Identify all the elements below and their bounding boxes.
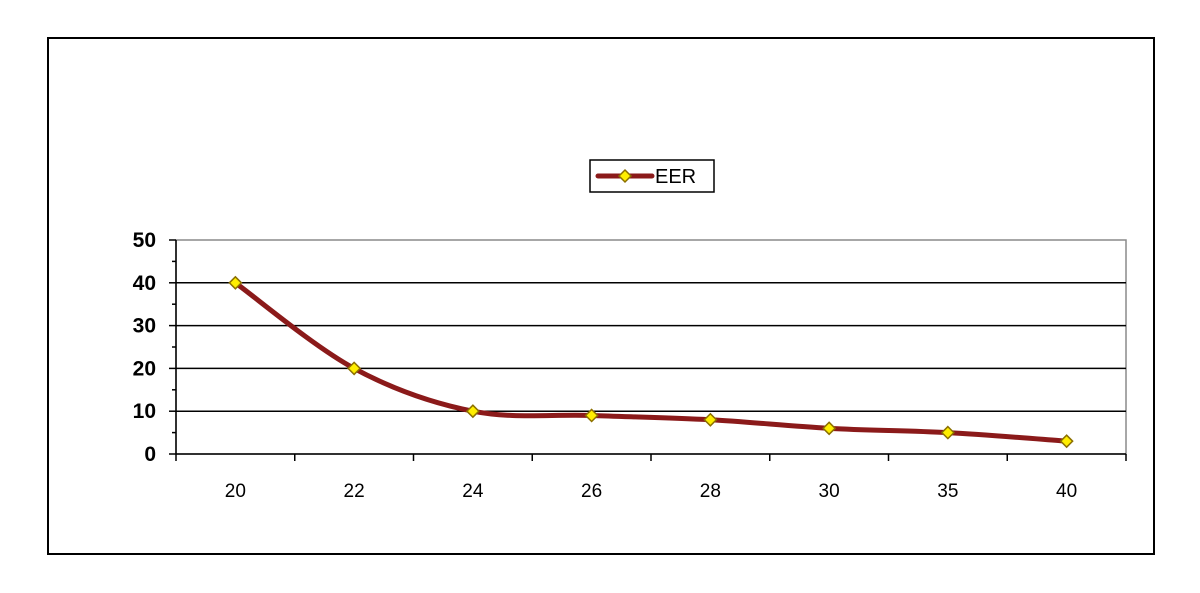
data-point-26 xyxy=(584,408,599,423)
x-tick-label-28: 28 xyxy=(700,481,721,502)
data-point-40 xyxy=(1059,434,1074,449)
x-tick-label-40: 40 xyxy=(1056,481,1077,502)
y-tick-label-20: 20 xyxy=(133,357,156,380)
x-tick-label-20: 20 xyxy=(225,481,246,502)
data-point-20 xyxy=(228,275,243,290)
legend-marker-swatch xyxy=(617,168,633,184)
x-tick-label-35: 35 xyxy=(937,481,958,502)
data-point-28 xyxy=(703,412,718,427)
data-point-22 xyxy=(347,361,362,376)
y-tick-label-50: 50 xyxy=(133,229,156,252)
x-tick-label-24: 24 xyxy=(462,481,484,502)
y-tick-label-40: 40 xyxy=(133,272,156,295)
y-gridlines xyxy=(176,282,1126,412)
x-tick-label-26: 26 xyxy=(581,481,602,502)
data-point-30 xyxy=(822,421,837,436)
data-point-24 xyxy=(465,404,480,419)
data-point-35 xyxy=(940,425,955,440)
x-tick-label-22: 22 xyxy=(344,481,365,502)
y-tick-label-10: 10 xyxy=(133,400,156,423)
y-tick-labels: 0 10 20 30 40 50 xyxy=(133,229,156,466)
x-tick-labels: 20 22 24 26 28 30 35 40 xyxy=(225,481,1077,502)
legend-entry-eer: EER xyxy=(655,166,696,188)
y-tick-label-0: 0 xyxy=(144,443,156,466)
x-tick-label-30: 30 xyxy=(819,481,840,502)
axes xyxy=(169,239,1127,461)
y-tick-label-30: 30 xyxy=(133,315,156,338)
legend: EER xyxy=(589,159,715,193)
series-layer xyxy=(228,275,1074,449)
